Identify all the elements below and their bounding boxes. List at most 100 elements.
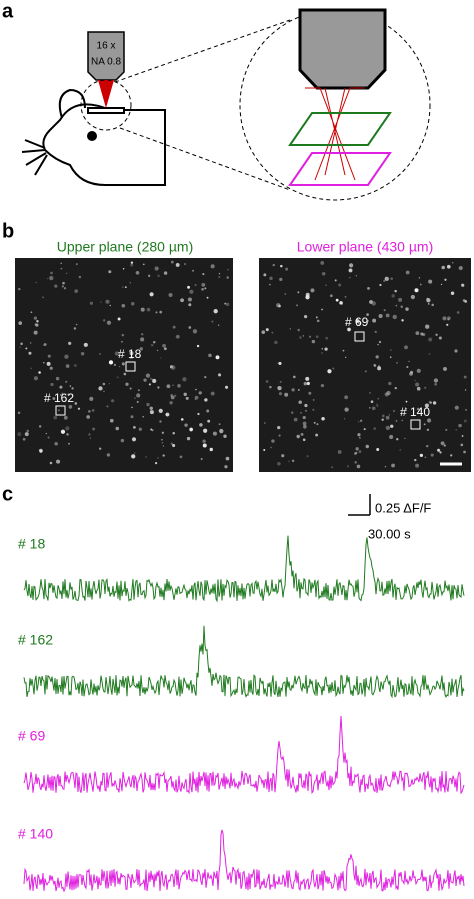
cell [297,291,300,294]
cell [201,282,206,287]
cell [74,289,78,293]
cell [188,326,192,329]
cell [446,264,451,269]
cell [92,427,96,431]
trace [23,829,465,893]
cell [63,287,67,290]
cell [141,333,144,336]
cell [367,320,370,322]
cell [65,426,70,431]
cell [367,287,370,290]
cell [285,267,289,271]
cell [298,336,302,339]
cell [272,263,275,267]
cell [450,454,453,457]
cell [182,377,187,382]
cell [108,270,112,274]
cell [139,347,143,351]
cell [424,456,427,459]
cell [440,441,445,446]
cell [49,366,53,370]
cell [458,266,463,271]
cell [370,400,374,403]
cell [123,372,127,376]
cell [398,297,403,302]
cell [120,438,125,443]
cell [263,273,267,277]
cell [86,415,90,419]
cell [401,419,403,422]
cell [56,459,61,464]
cell [65,364,70,368]
cell [324,347,328,351]
cell [106,405,109,408]
cell [428,337,433,342]
cell [122,286,124,288]
cell [396,438,399,441]
scale-bar [348,494,371,516]
cell [269,385,272,389]
cell [172,384,174,386]
cell [293,417,298,422]
cell [224,302,227,305]
cell [140,337,145,342]
cell [17,432,22,437]
cell [17,411,21,415]
cell [204,398,208,402]
cell [226,276,229,279]
cell [306,455,309,458]
cell [423,423,426,426]
cell [320,261,325,265]
cell [177,384,181,388]
cell [463,450,466,454]
cell [66,433,69,436]
cell [279,277,283,282]
cell [60,267,63,270]
cell [130,261,134,264]
cell [404,345,408,350]
cell [224,385,229,389]
cell [338,283,342,287]
cell [379,283,382,287]
cell [169,401,173,405]
cell [158,408,163,414]
cell [62,281,65,285]
cell [227,268,229,271]
cell [142,263,145,266]
cell [109,304,111,307]
cell [136,393,141,398]
cell [458,423,462,428]
cell [218,272,221,275]
cell [203,428,208,433]
cell [428,353,431,355]
cell [277,462,281,466]
cell [146,402,150,407]
cell [172,444,176,448]
cell [54,284,58,288]
cell [331,466,334,469]
cell [302,421,307,426]
cell [67,393,70,396]
cell [162,445,165,447]
cell [145,373,151,378]
cell [168,292,173,298]
cell [377,397,380,400]
cell [277,385,282,391]
roi-boxes [55,331,421,430]
cell [189,427,193,432]
cell [265,328,269,332]
cell [113,363,117,367]
cell [424,386,427,389]
cell [130,302,135,306]
cell [291,388,295,392]
cell [385,425,391,431]
cell [298,400,302,404]
cell [390,424,394,428]
cell [213,309,218,314]
trace-label: # 140 [18,826,53,842]
cell [89,396,94,401]
cell [306,381,310,386]
cell [91,409,95,412]
cell [320,383,325,388]
cell [373,364,377,367]
